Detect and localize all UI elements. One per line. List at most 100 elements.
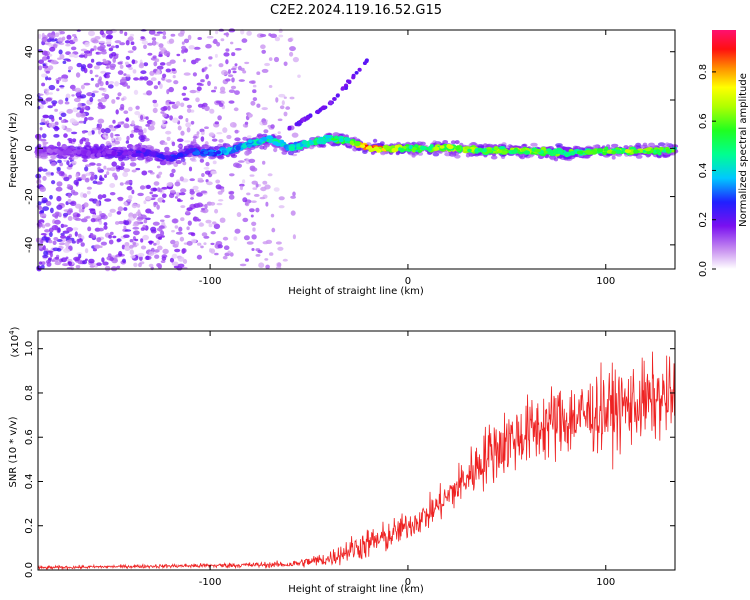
- spectrogram-cell: [127, 36, 134, 42]
- spectrogram-cell: [117, 136, 122, 142]
- spectrogram-cell: [264, 62, 271, 67]
- spectrogram-cell: [126, 186, 133, 191]
- spectrogram-cell: [180, 130, 185, 136]
- snr-panel: -100 0 100 0.0 0.2 0.4 0.6 0.8 1.0 Height of st…: [8, 326, 676, 595]
- spectrogram-cell: [209, 248, 213, 253]
- spectrogram-cell: [204, 66, 208, 70]
- spectrogram-cell: [68, 164, 73, 168]
- spectrogram-cell: [41, 133, 47, 139]
- spectrogram-cell: [184, 140, 191, 143]
- spectrogram-cell: [203, 167, 210, 170]
- spectrogram-cell: [116, 211, 122, 215]
- spectrogram-cell: [42, 175, 47, 181]
- spectrogram-cell: [62, 212, 69, 217]
- spectrogram-cell: [115, 44, 119, 49]
- spectrogram-cell: [192, 185, 199, 191]
- spectrogram-cell: [238, 79, 245, 82]
- spectrogram-cell: [118, 250, 123, 257]
- spectrogram-cell: [162, 73, 167, 79]
- spectrogram-cell: [60, 235, 66, 239]
- spectrogram-cell: [117, 70, 124, 75]
- spectrogram-cell: [108, 234, 112, 239]
- spectrogram-cell: [231, 52, 236, 57]
- spectrogram-cell: [657, 142, 666, 147]
- spectrogram-cell: [114, 40, 122, 44]
- spectrogram-cell: [338, 135, 345, 140]
- spectrogram-cell: [59, 162, 64, 167]
- spectrogram-cell: [297, 120, 302, 124]
- spectrogram-cell: [57, 57, 62, 60]
- spectrogram-cell: [659, 146, 664, 151]
- spectrogram-cell: [228, 69, 231, 74]
- spectrogram-cell: [66, 210, 72, 215]
- spectrogram-cell: [63, 159, 68, 162]
- spectrogram-cell: [58, 242, 66, 246]
- spectrogram-cell: [318, 138, 323, 142]
- spectrogram-cell: [182, 161, 187, 166]
- spectrogram-cell: [83, 53, 88, 59]
- y-tick-label: 40: [24, 45, 35, 58]
- spectrogram-cell: [240, 185, 243, 191]
- spectrogram-cell: [131, 145, 137, 150]
- spectrogram-cell: [145, 157, 154, 162]
- spectrogram-cell: [97, 194, 103, 200]
- spectrogram-cell: [215, 30, 219, 35]
- spectrogram-cell: [320, 106, 325, 111]
- spectrogram-cell: [154, 254, 160, 259]
- spectrogram-cell: [234, 129, 239, 134]
- spectrogram-cell: [42, 115, 49, 118]
- spectrogram-cell: [56, 80, 60, 84]
- spectrogram-cell: [259, 196, 266, 200]
- spectrogram-cell: [332, 97, 337, 101]
- spectrogram-cell: [301, 141, 309, 145]
- spectrogram-cell: [246, 241, 254, 245]
- spectrogram-cell: [217, 190, 223, 195]
- spectrogram-cell: [467, 148, 472, 153]
- spectrogram-cell: [98, 129, 101, 135]
- spectrogram-cell: [61, 74, 69, 80]
- spectrogram-cell: [42, 141, 49, 145]
- spectrogram-cell: [171, 253, 178, 259]
- spectrogram-cell: [180, 205, 186, 209]
- spectrogram-cell: [209, 152, 215, 156]
- spectrogram-cell: [92, 149, 99, 154]
- spectrogram-cell: [58, 171, 65, 177]
- spectrogram-cell: [46, 38, 52, 43]
- spectrogram-cell: [72, 34, 77, 37]
- spectrogram-cell: [193, 216, 198, 221]
- spectrogram-cell: [39, 210, 45, 213]
- spectrogram-cell: [39, 186, 46, 192]
- spectrogram-cell: [140, 70, 147, 75]
- spectrogram-cell: [140, 238, 144, 243]
- spectrogram-cell: [45, 91, 50, 96]
- spectrogram-cell: [61, 119, 65, 123]
- spectrogram-cell: [81, 137, 86, 142]
- spectrogram-cell: [43, 88, 50, 92]
- spectrogram-cell: [244, 150, 251, 156]
- spectrogram-cell: [126, 150, 132, 156]
- spectrogram-cell: [104, 198, 112, 202]
- spectrogram-cell: [188, 166, 193, 172]
- spectrogram-cell: [646, 150, 651, 155]
- spectrogram-cell: [277, 246, 284, 251]
- spectrogram-cell: [277, 262, 282, 268]
- spectrogram-cell: [151, 194, 159, 198]
- spectrogram-cell: [116, 265, 121, 269]
- snr-background: [38, 331, 675, 570]
- spectrogram-cell: [196, 86, 202, 91]
- spectrogram-cell: [419, 145, 427, 151]
- spectrogram-cell: [162, 199, 166, 203]
- spectrogram-cell: [36, 137, 42, 141]
- spectrogram-cell: [269, 252, 274, 256]
- spectrogram-cell: [56, 195, 62, 202]
- spectrogram-cell: [90, 174, 96, 180]
- spectrogram-cell: [93, 65, 100, 70]
- spectrogram-cell: [261, 107, 268, 111]
- spectrogram-cell: [112, 235, 117, 239]
- spectrogram-cell: [141, 170, 148, 176]
- spectrogram-cell: [215, 179, 221, 184]
- spectrogram-cell: [190, 141, 198, 146]
- spectrogram-cell: [439, 145, 445, 149]
- spectrogram-cell: [74, 231, 78, 237]
- spectrogram-cell: [56, 150, 61, 154]
